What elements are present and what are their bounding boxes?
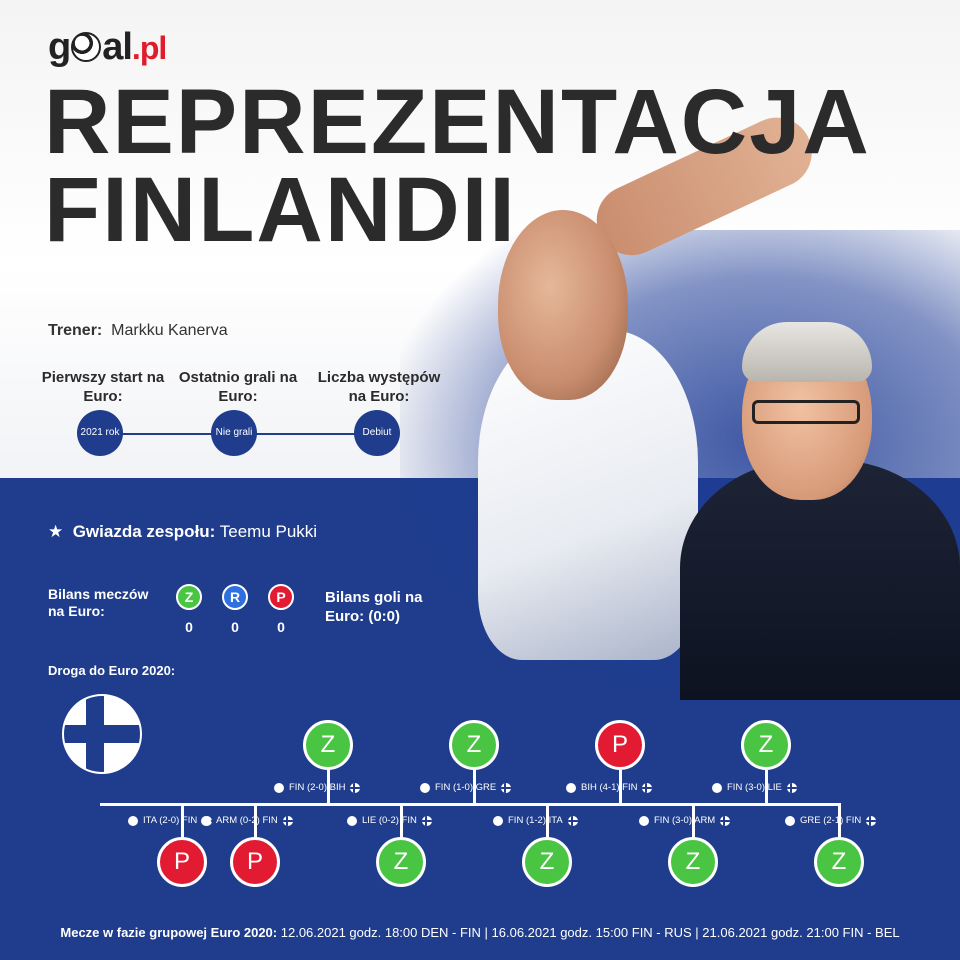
road-title: Droga do Euro 2020: xyxy=(48,663,176,678)
group-stage-schedule: Mecze w fazie grupowej Euro 2020: 12.06.… xyxy=(0,925,960,940)
road-stem xyxy=(327,770,330,803)
team-flag-icon xyxy=(420,782,430,793)
match-score: FIN (3-0) LIE xyxy=(727,782,782,793)
finland-flag-icon xyxy=(62,694,142,774)
road-stem xyxy=(765,770,768,803)
coach-info: Trener: Markku Kanerva xyxy=(48,322,228,340)
team-flag-icon xyxy=(712,782,722,793)
match-label: FIN (3-0) ARM xyxy=(639,815,731,826)
match-label: BIH (4-1) FIN xyxy=(566,782,653,793)
match-label: FIN (3-0) LIE xyxy=(712,782,797,793)
team-flag-icon xyxy=(642,782,653,793)
match-score: LIE (0-2) FIN xyxy=(362,815,417,826)
title-line-1: REPREZENTACJA xyxy=(44,71,871,173)
match-label: FIN (2-0) BIH xyxy=(274,782,361,793)
match-score: BIH (4-1) FIN xyxy=(581,782,638,793)
team-flag-icon xyxy=(347,815,357,826)
team-flag-icon xyxy=(785,815,795,826)
team-flag-icon xyxy=(493,815,503,826)
match-label: LIE (0-2) FIN xyxy=(347,815,432,826)
match-score: FIN (3-0) ARM xyxy=(654,815,716,826)
coach-jacket-illustration xyxy=(680,460,960,700)
star-icon: ★ xyxy=(48,522,64,541)
team-flag-icon xyxy=(421,815,432,826)
team-flag-icon xyxy=(639,815,649,826)
road-stem xyxy=(473,770,476,803)
stat-value-appearances: Debiut xyxy=(354,410,400,456)
match-result-badge: Z xyxy=(741,720,791,770)
match-result-badge: Z xyxy=(668,837,718,887)
road-stem xyxy=(619,770,622,803)
logo-domain: .pl xyxy=(131,30,167,66)
draw-count: 0 xyxy=(231,619,239,635)
stat-heading-last-played: Ostatnio grali na Euro: xyxy=(178,369,298,405)
star-player: ★ Gwiazda zespołu: Teemu Pukki xyxy=(48,522,317,542)
stat-heading-first-start: Pierwszy start na Euro: xyxy=(41,369,165,405)
match-result-badge: P xyxy=(230,837,280,887)
win-count: 0 xyxy=(185,619,193,635)
road-stem xyxy=(254,803,257,837)
match-result-badge: P xyxy=(157,837,207,887)
player-head-illustration xyxy=(498,210,628,400)
goals-balance: Bilans goli na Euro: (0:0) xyxy=(325,589,423,625)
match-result-badge: P xyxy=(595,720,645,770)
match-score: FIN (1-2) ITA xyxy=(508,815,563,826)
team-flag-icon xyxy=(720,815,731,826)
team-flag-icon xyxy=(282,815,293,826)
schedule-text: 12.06.2021 godz. 18:00 DEN - FIN | 16.06… xyxy=(280,925,900,940)
match-score: GRE (2-1) FIN xyxy=(800,815,862,826)
road-timeline-line xyxy=(100,803,840,806)
road-stem xyxy=(838,803,841,837)
team-flag-icon xyxy=(350,782,361,793)
football-icon xyxy=(71,32,102,62)
team-flag-icon xyxy=(501,782,512,793)
stat-value-last-played: Nie grali xyxy=(211,410,257,456)
coach-name: Markku Kanerva xyxy=(111,322,228,339)
loss-count: 0 xyxy=(277,619,285,635)
match-label: GRE (2-1) FIN xyxy=(785,815,877,826)
team-flag-icon xyxy=(786,782,797,793)
star-label: Gwiazda zespołu: xyxy=(72,522,216,541)
team-flag-icon xyxy=(128,815,138,826)
road-stem xyxy=(400,803,403,837)
team-flag-icon xyxy=(274,782,284,793)
star-name: Teemu Pukki xyxy=(219,522,318,541)
title-line-2: FINLANDII xyxy=(44,159,517,261)
schedule-label: Mecze w fazie grupowej Euro 2020: xyxy=(60,925,278,940)
coach-glasses-illustration xyxy=(752,400,860,424)
match-score: ITA (2-0) FIN xyxy=(143,815,198,826)
goal-logo[interactable]: g al.pl xyxy=(48,26,167,69)
coach-label: Trener: xyxy=(48,322,103,339)
match-result-badge: Z xyxy=(449,720,499,770)
road-stem xyxy=(692,803,695,837)
match-result-badge: Z xyxy=(303,720,353,770)
road-stem xyxy=(181,803,184,837)
team-flag-icon xyxy=(567,815,578,826)
match-score: ARM (0-2) FIN xyxy=(216,815,278,826)
coach-hair-illustration xyxy=(742,322,872,382)
match-score: FIN (2-0) BIH xyxy=(289,782,346,793)
stat-heading-appearances: Liczba występów na Euro: xyxy=(317,369,441,405)
match-score: FIN (1-0) GRE xyxy=(435,782,497,793)
logo-text: al xyxy=(102,26,133,68)
draw-badge: R xyxy=(222,584,248,610)
record-label: Bilans meczów na Euro: xyxy=(48,586,149,619)
road-stem xyxy=(546,803,549,837)
match-result-badge: Z xyxy=(376,837,426,887)
page-title: REPREZENTACJA FINLANDII xyxy=(44,71,871,261)
stat-value-first-start: 2021 rok xyxy=(77,410,123,456)
match-result-badge: Z xyxy=(814,837,864,887)
match-label: FIN (1-2) ITA xyxy=(493,815,578,826)
win-badge: Z xyxy=(176,584,202,610)
match-label: FIN (1-0) GRE xyxy=(420,782,512,793)
match-label: ITA (2-0) FIN xyxy=(128,815,213,826)
team-flag-icon xyxy=(866,815,877,826)
team-flag-icon xyxy=(566,782,576,793)
team-flag-icon xyxy=(201,815,211,826)
match-result-badge: Z xyxy=(522,837,572,887)
loss-badge: P xyxy=(268,584,294,610)
match-label: ARM (0-2) FIN xyxy=(201,815,293,826)
logo-letter: g xyxy=(48,26,71,68)
